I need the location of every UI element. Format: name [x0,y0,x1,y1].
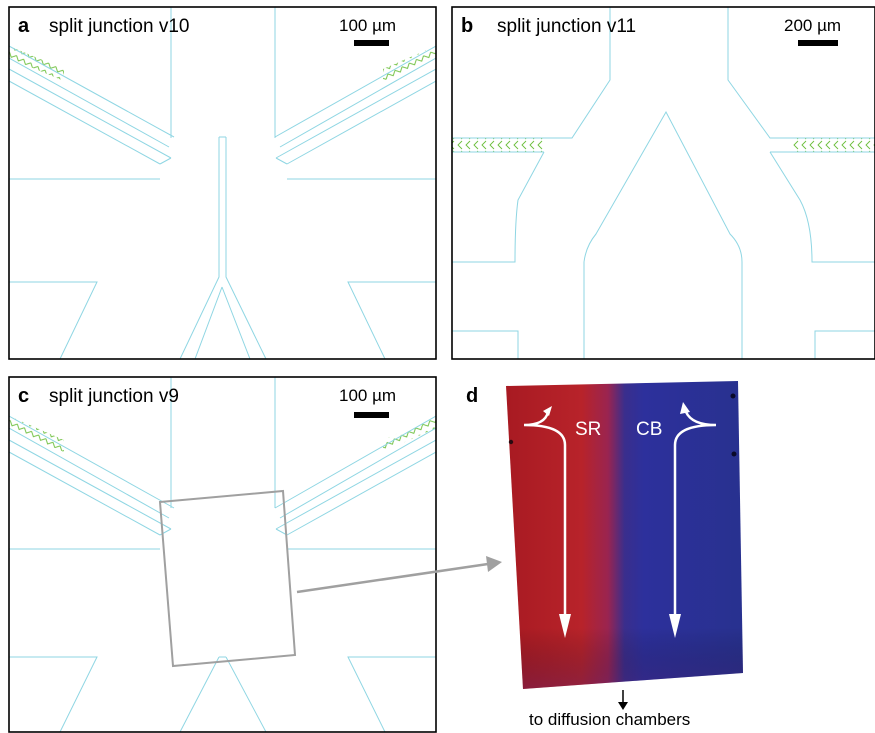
panel-a-scale-label: 100 µm [339,16,396,35]
cb-label: CB [636,419,662,440]
sr-flow-arrow [523,406,571,638]
panel-b-frame [451,6,875,360]
zoom-region-box [158,489,297,668]
panel-d-letter: d [466,385,478,407]
herringbone-right-a [383,46,436,81]
panel-c-scale-bar [354,412,389,418]
panel-a-title: split junction v10 [49,16,189,37]
panel-d: d SR CB to diffusion chambers [466,381,743,729]
herringbone-right-b [792,138,875,152]
panel-b-channels [452,7,875,359]
panel-c-channels [9,377,436,732]
panel-d-caption: to diffusion chambers [529,710,690,729]
zoom-arrow [296,556,502,594]
sr-label: SR [575,419,601,440]
herringbone-left-c [9,416,64,452]
panel-a-letter: a [18,15,30,37]
herringbone-left-a [9,46,64,81]
herringbone-right-c [383,416,436,452]
cb-flow-arrow [669,402,717,638]
panel-b-title: split junction v11 [497,16,636,37]
panel-b: b split junction v11 200 µm [451,6,875,360]
herringbone-left-b [452,138,544,152]
panel-b-letter: b [461,15,473,37]
panel-b-scale-label: 200 µm [784,16,841,35]
panel-a-scale-bar [354,40,389,46]
outlet-arrow [618,690,628,710]
panel-a-frame [8,6,437,360]
panel-a: a split junction v10 100 µm [8,6,437,360]
panel-c-letter: c [18,385,29,407]
panel-c-frame [8,376,437,733]
panel-b-scale-bar [798,40,838,46]
panel-c: c split junction v9 100 µm [8,376,437,733]
panel-c-title: split junction v9 [49,386,179,407]
panel-a-channels [9,7,436,359]
panel-c-scale-label: 100 µm [339,386,396,405]
